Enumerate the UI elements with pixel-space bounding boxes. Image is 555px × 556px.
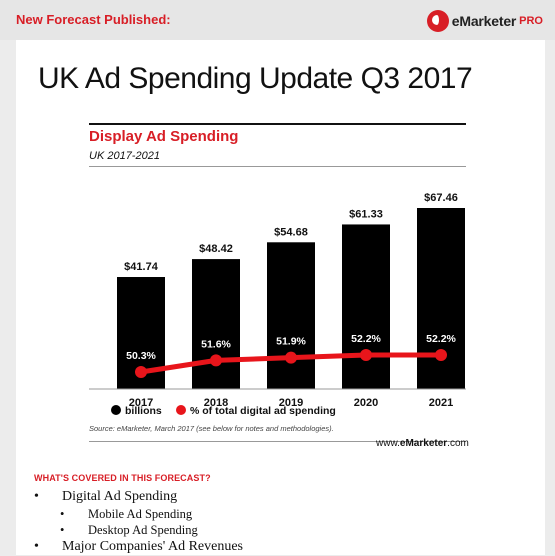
legend-label-pct: % of total digital ad spending	[190, 405, 336, 417]
line-value-label: 52.2%	[426, 333, 456, 345]
x-tick-label: 2019	[279, 397, 303, 409]
covered-item: Digital Ad Spending	[34, 488, 243, 506]
x-tick-label: 2020	[354, 397, 378, 409]
chart-top-rule	[89, 123, 466, 125]
emarketer-logo-icon	[426, 10, 449, 32]
bar-value-label: $41.74	[124, 261, 159, 273]
site-url[interactable]: www.eMarketer.com	[376, 438, 469, 449]
bar-value-label: $67.46	[424, 192, 458, 204]
line-value-label: 51.9%	[276, 336, 306, 348]
line-value-label: 51.6%	[201, 338, 231, 350]
bar	[192, 259, 240, 389]
site-prefix: www.	[376, 438, 400, 449]
chart-bottom-rule	[89, 441, 466, 442]
bar	[342, 224, 390, 389]
bar	[267, 242, 315, 389]
covered-subitem: Mobile Ad Spending	[34, 506, 243, 522]
chart-source: Source: eMarketer, March 2017 (see below…	[89, 424, 334, 433]
line-point	[435, 349, 447, 361]
covered-title: WHAT'S COVERED IN THIS FORECAST?	[34, 473, 211, 483]
legend-label-billions: billions	[125, 405, 162, 417]
chart-title: Display Ad Spending	[89, 128, 239, 145]
bar-value-label: $48.42	[199, 243, 233, 255]
headline: New Forecast Published:	[16, 12, 171, 27]
covered-list: Digital Ad SpendingMobile Ad SpendingDes…	[34, 488, 243, 556]
bar-value-label: $54.68	[274, 226, 308, 238]
x-tick-label: 2017	[129, 397, 153, 409]
report-card: UK Ad Spending Update Q3 2017 Display Ad…	[16, 40, 545, 556]
bar	[417, 208, 465, 389]
covered-subitem: Desktop Ad Spending	[34, 522, 243, 538]
chart-subtitle-rule	[89, 166, 466, 167]
legend-marker-billions	[111, 405, 121, 415]
x-tick-label: 2021	[429, 397, 453, 409]
line-point	[210, 354, 222, 367]
page-title: UK Ad Spending Update Q3 2017	[38, 62, 473, 95]
brand-name: eMarketer	[451, 13, 517, 29]
line-point	[135, 366, 147, 378]
line-point	[360, 349, 372, 361]
legend-marker-pct	[176, 405, 186, 415]
x-tick-label: 2018	[204, 397, 228, 409]
covered-item: Major Companies' Ad Revenues	[34, 538, 243, 556]
line-value-label: 50.3%	[126, 350, 156, 362]
line-point	[285, 351, 297, 364]
site-brand: eMarketer	[399, 438, 448, 449]
brand-logo[interactable]: eMarketer PRO	[426, 9, 543, 33]
chart-subtitle: UK 2017-2021	[89, 150, 160, 162]
line-value-label: 52.2%	[351, 333, 381, 345]
bar-value-label: $61.33	[349, 208, 383, 220]
site-suffix: .com	[447, 438, 469, 449]
top-banner: New Forecast Published: eMarketer PRO	[0, 0, 555, 40]
brand-pro-badge: PRO	[519, 15, 543, 27]
display-ad-spending-chart: $41.74 2017 $48.42 2018 $54.68 2019 $61.33 2020…	[89, 192, 466, 417]
